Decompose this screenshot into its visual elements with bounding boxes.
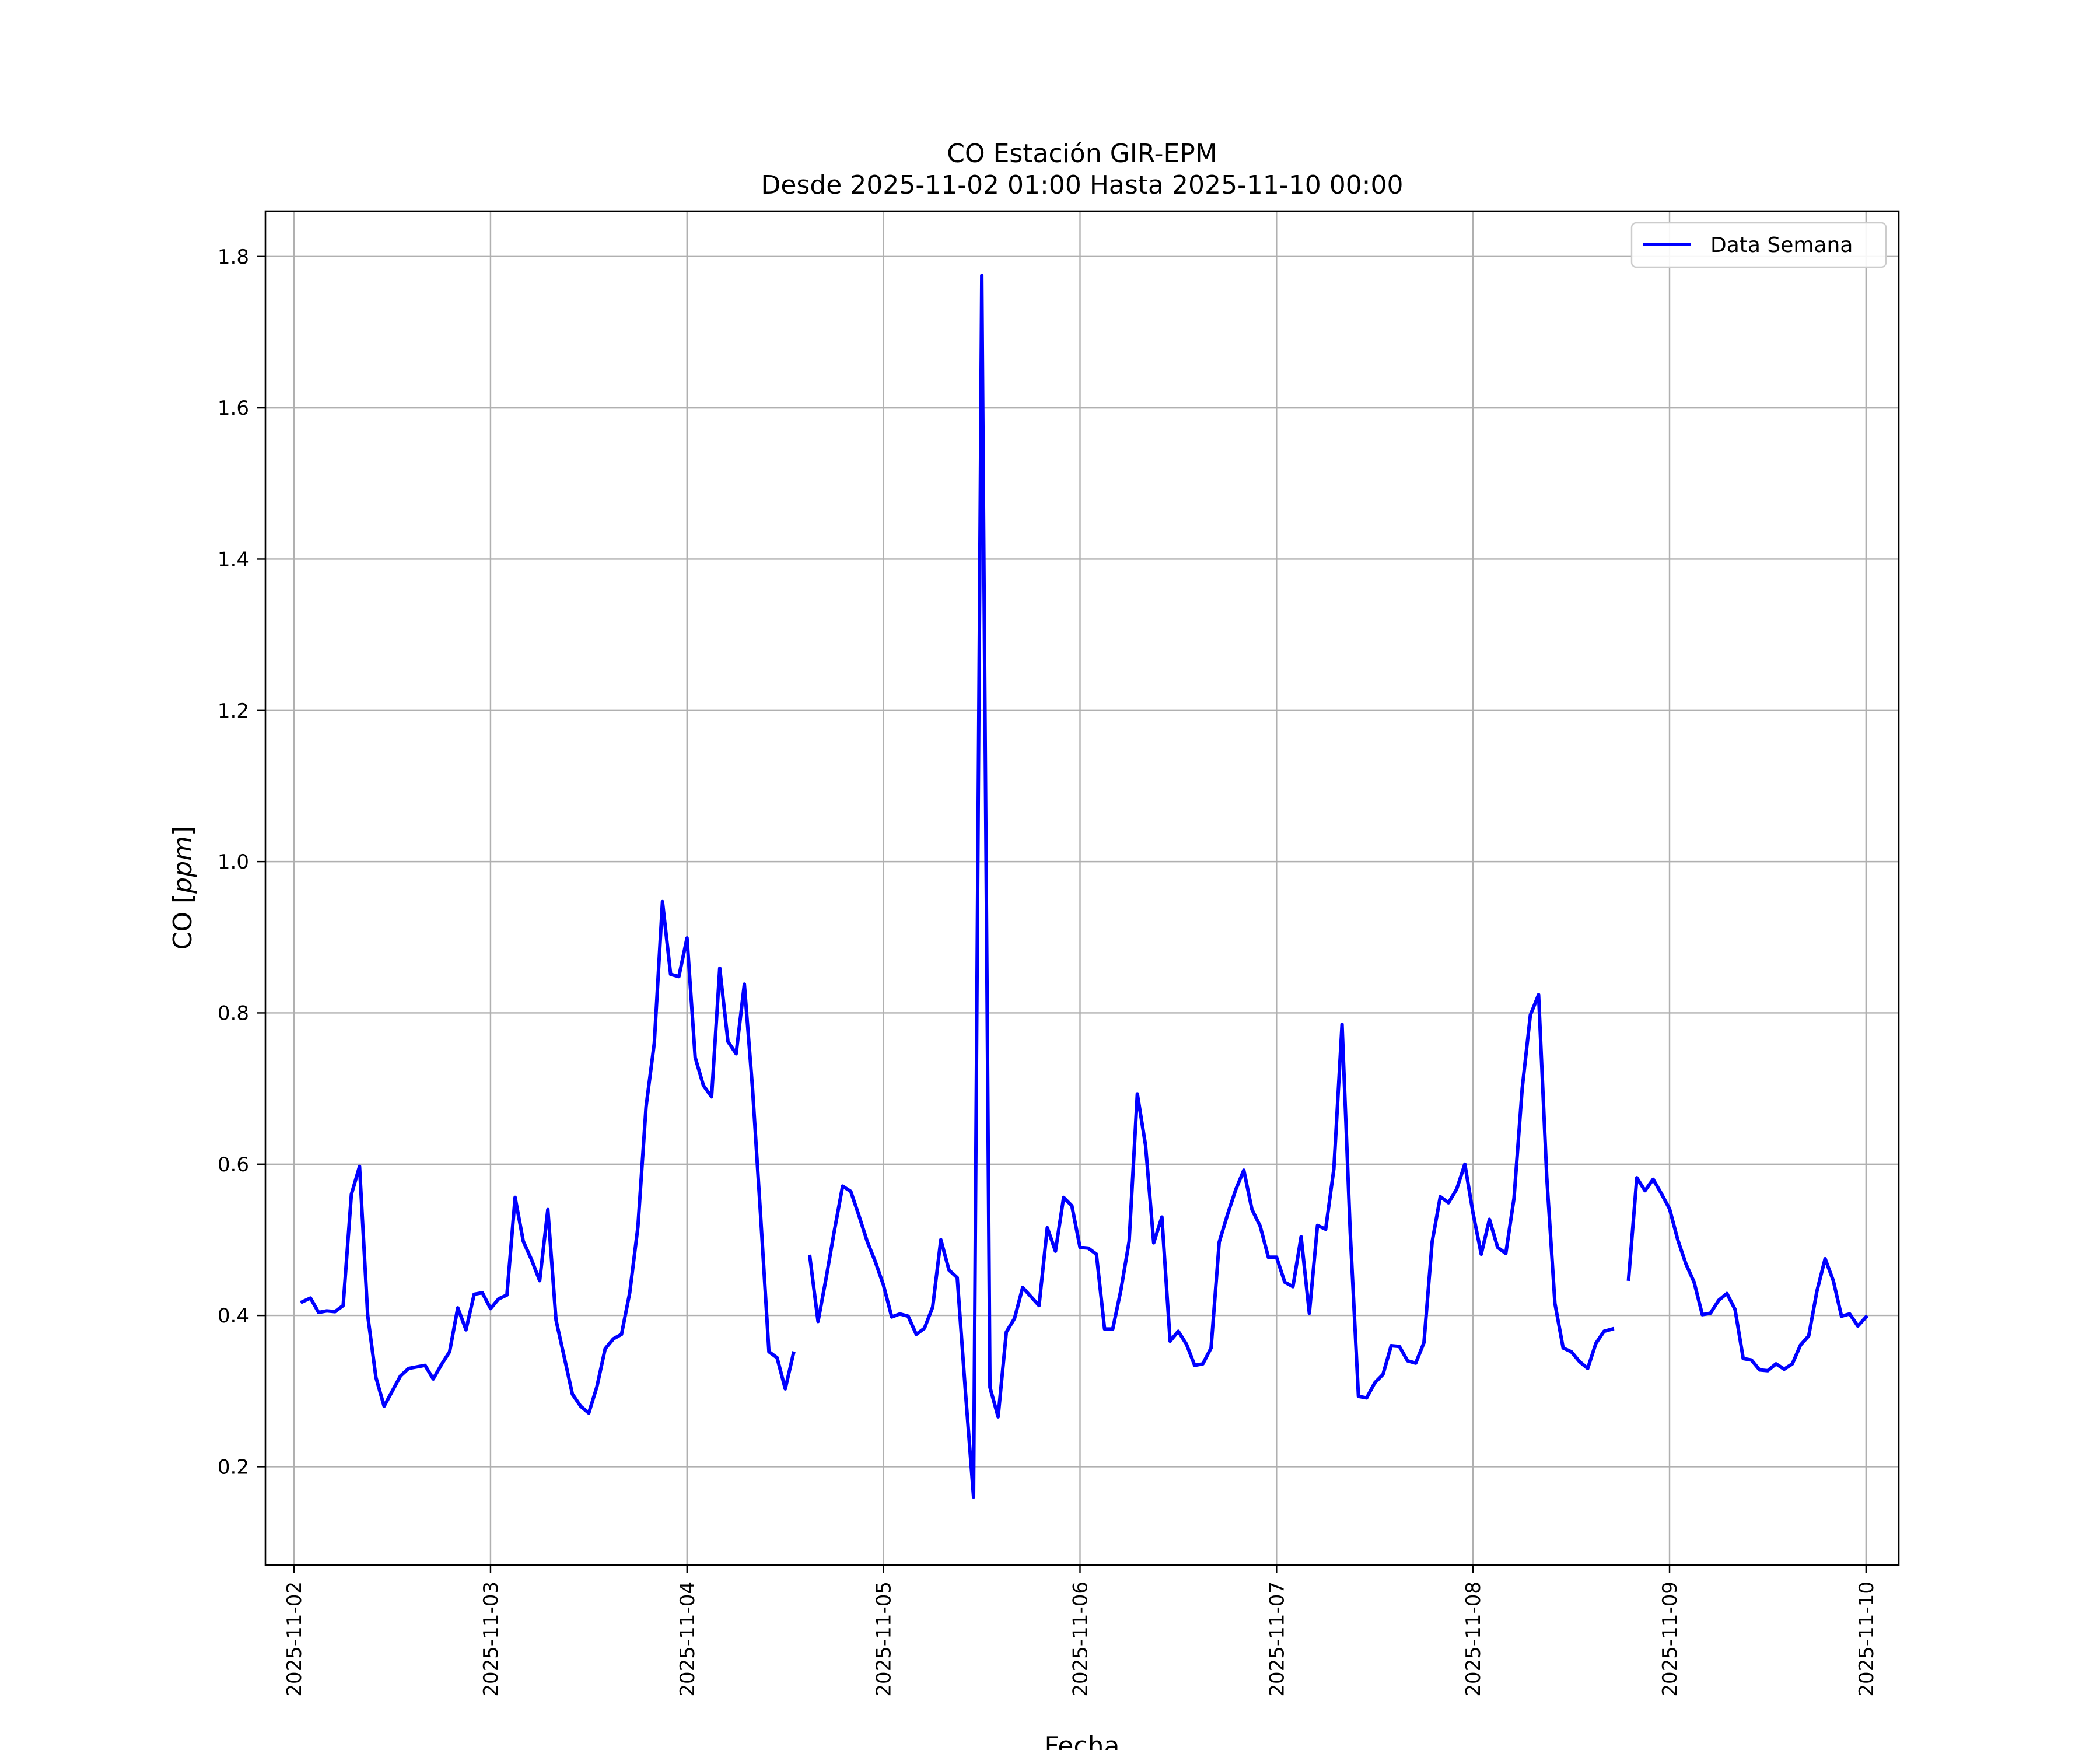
y-tick-label: 1.2 [218, 699, 249, 723]
x-tick-label: 2025-11-05 [873, 1581, 896, 1697]
y-tick-label: 0.6 [218, 1153, 249, 1177]
chart-subtitle: Desde 2025-11-02 01:00 Hasta 2025-11-10 … [761, 170, 1403, 200]
chart-title: CO Estación GIR-EPM [947, 139, 1217, 169]
series-line-segment [807, 274, 1615, 1499]
y-axis-label-unit: ppm [168, 836, 198, 894]
x-tick-label: 2025-11-06 [1069, 1581, 1092, 1697]
x-tick-label: 2025-11-08 [1462, 1581, 1485, 1697]
y-tick-label: 0.4 [218, 1304, 249, 1328]
grid-lines [265, 211, 1899, 1565]
y-tick-label: 0.2 [218, 1455, 249, 1479]
series-layer [300, 274, 1869, 1499]
x-tick-label: 2025-11-03 [480, 1581, 503, 1697]
x-tick-label: 2025-11-04 [676, 1581, 699, 1697]
legend: Data Semana [1630, 222, 1887, 268]
x-axis-label: Fecha [1044, 1731, 1119, 1750]
x-axis: 2025-11-02 2025-11-03 2025-11-04 2025-11-05… [283, 1565, 1878, 1697]
x-tick-label: 2025-11-09 [1658, 1581, 1682, 1697]
y-tick-label: 1.8 [218, 246, 249, 269]
y-axis-label: CO [ppm] [168, 826, 198, 950]
plot-frame [264, 210, 1900, 1566]
x-tick-label: 2025-11-10 [1855, 1581, 1878, 1697]
legend-box [1630, 222, 1887, 268]
legend-label: Data Semana [1710, 233, 1853, 257]
series-line-segment [1626, 1176, 1869, 1373]
y-tick-label: 1.0 [218, 850, 249, 874]
x-tick-label: 2025-11-07 [1265, 1581, 1289, 1697]
y-tick-label: 1.6 [218, 397, 249, 420]
y-axis-label-prefix: CO [ [168, 894, 198, 950]
y-axis: 0.2 0.4 0.6 0.8 1.0 1.2 1.4 1.6 1.8 [218, 246, 265, 1479]
y-tick-label: 0.8 [218, 1002, 249, 1025]
x-tick-label: 2025-11-02 [283, 1581, 306, 1697]
y-tick-label: 1.4 [218, 548, 249, 571]
y-axis-label-suffix: ] [168, 826, 198, 836]
series-line-segment [300, 900, 796, 1415]
